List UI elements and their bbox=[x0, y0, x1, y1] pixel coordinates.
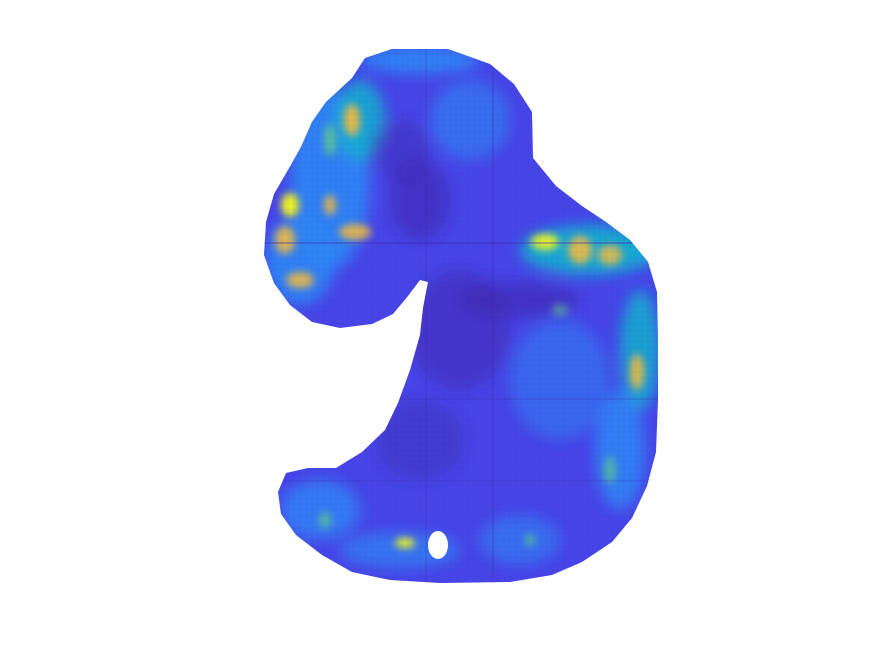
heatmap-body bbox=[264, 49, 658, 583]
tissue-hole bbox=[428, 531, 448, 559]
